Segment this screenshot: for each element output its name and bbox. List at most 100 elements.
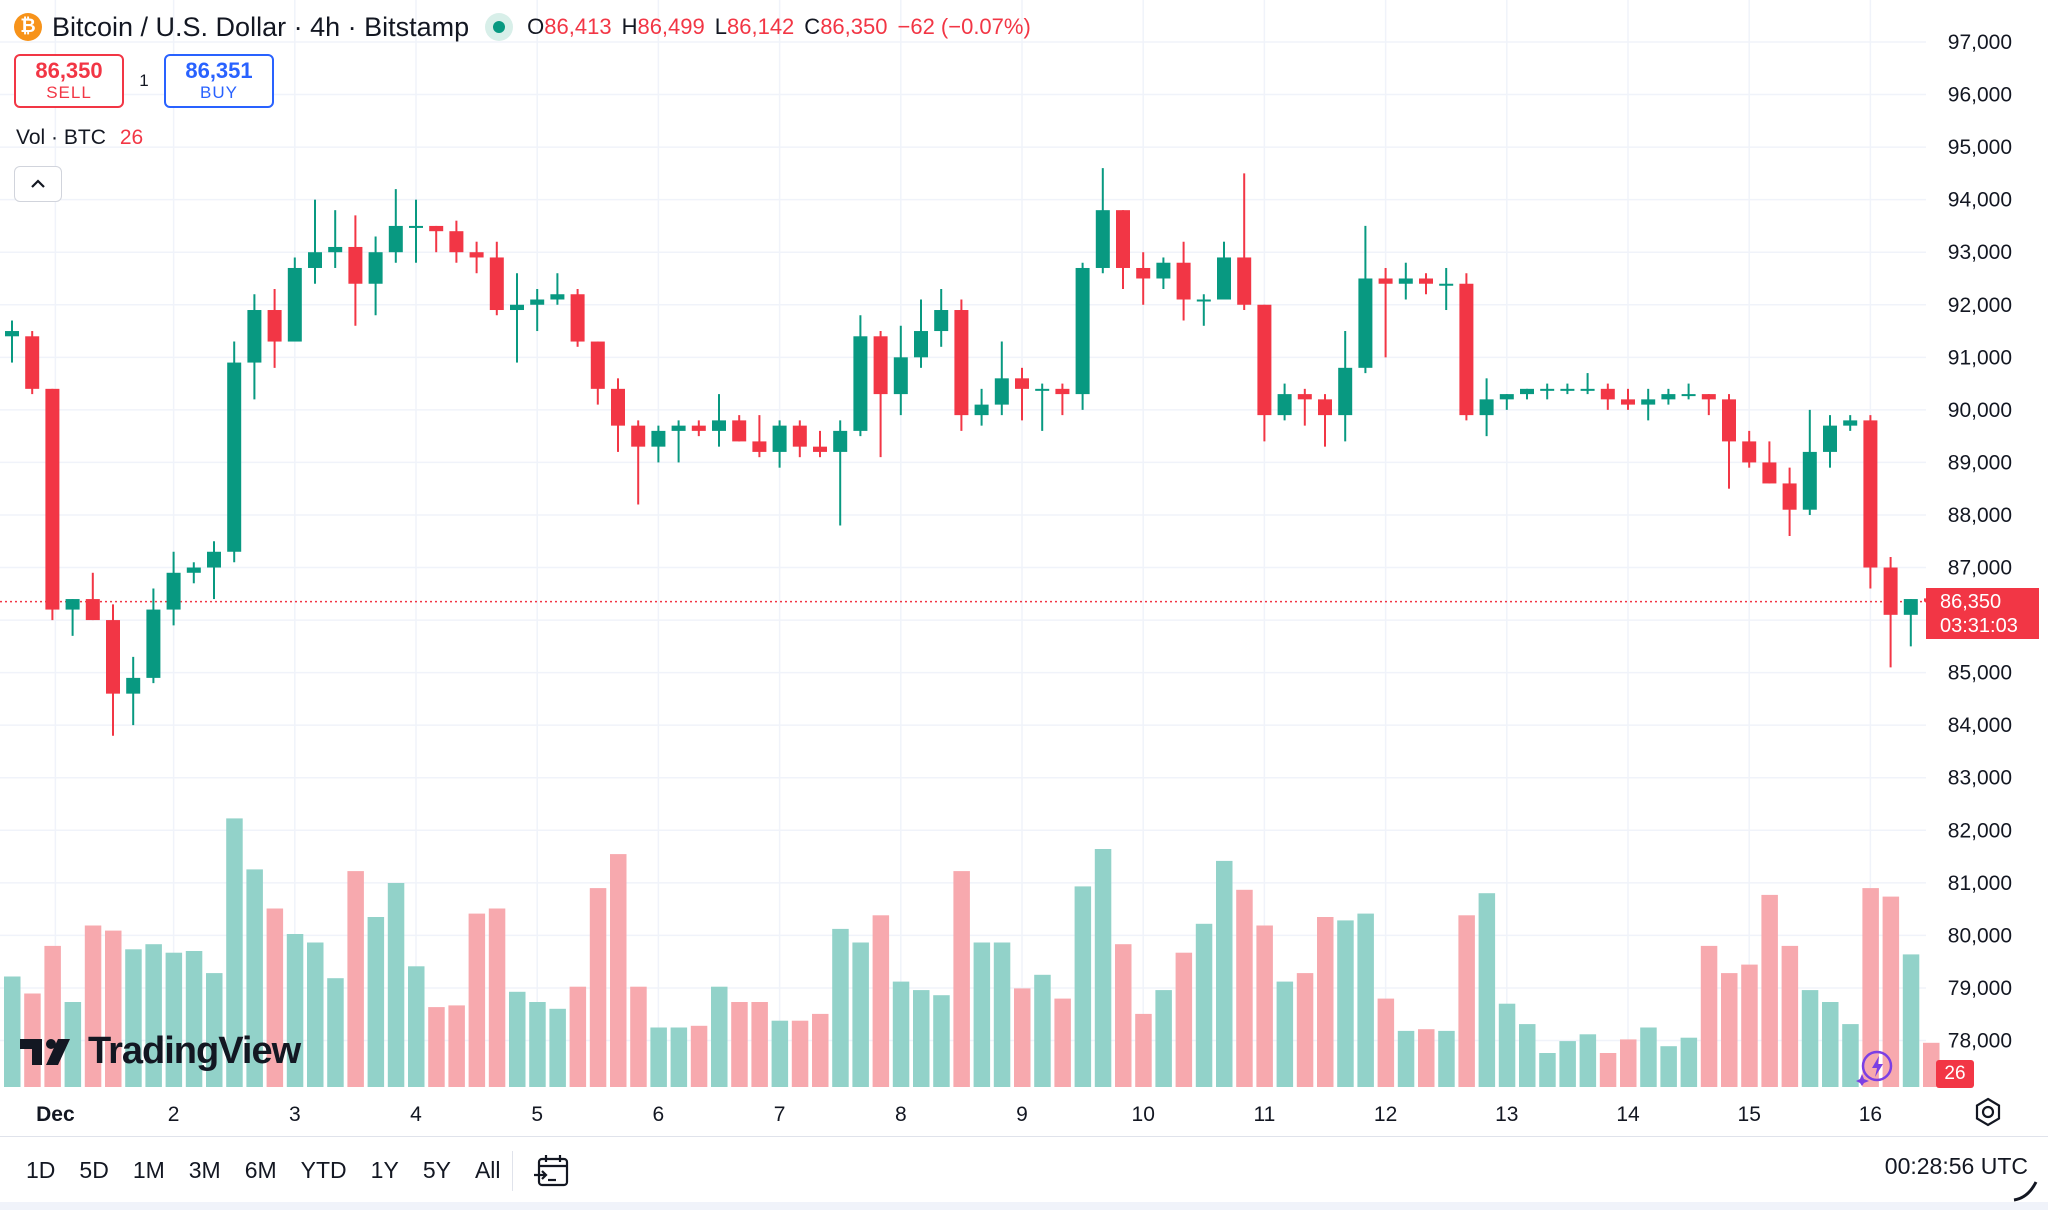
volume-bar [1539,1053,1556,1087]
time-tick-label: 3 [289,1103,301,1126]
go-to-date-calendar-icon[interactable] [534,1151,574,1191]
volume-bar [650,1027,667,1087]
candle-body [227,362,242,552]
volume-bar [286,934,304,1087]
volume-bar [771,1020,789,1087]
candle-body [368,252,383,284]
time-tick-label: 10 [1132,1103,1155,1126]
candle-body [833,430,848,452]
candle-body [994,378,1009,405]
volume-legend[interactable]: Vol · BTC 26 [16,126,143,150]
volume-bar [4,976,21,1087]
volume-bar [1377,998,1395,1087]
volume-bar [367,917,385,1087]
tradingview-logo[interactable]: TradingView [20,1030,301,1073]
price-chart[interactable]: 97,000 96,000 95,000 94,000 93,000 92,000 91,0… [0,0,2048,1136]
volume-bar [1418,1029,1435,1087]
quantity-value[interactable]: 1 [139,71,149,90]
candle-body [85,599,100,621]
volume-bar [327,978,344,1087]
volume-bar [1317,917,1334,1087]
volume-bar [509,991,526,1087]
range-button-5y[interactable]: 5Y [422,1157,451,1183]
collapse-legend-button[interactable] [14,166,62,202]
sparkle-lightning-icon[interactable] [1856,1048,1894,1086]
candle-body [1297,394,1312,400]
volume-bar [1842,1024,1859,1087]
candle-body [1318,399,1332,416]
range-button-6m[interactable]: 6M [244,1157,277,1183]
candle-body [1237,257,1252,305]
price-tick-label: 82,000 [1948,819,2012,842]
range-button-1d[interactable]: 1D [26,1157,56,1183]
settings-gear-icon[interactable] [1972,1096,2004,1128]
candle-body [1035,388,1050,391]
resize-handle-icon[interactable] [2010,1172,2040,1202]
candle-body [954,310,969,416]
volume-bar [246,869,263,1087]
range-button-5d[interactable]: 5D [79,1157,109,1183]
candle-body [651,430,666,447]
volume-bar [206,973,223,1087]
time-tick-label: 7 [774,1103,786,1126]
range-button-ytd[interactable]: YTD [300,1157,347,1183]
volume-bar [1135,1013,1152,1087]
candle-body [1701,394,1716,400]
candle-body [510,304,524,311]
candle-body [1722,399,1736,442]
volume-bar [1579,1034,1597,1087]
volume-bar [1458,915,1475,1087]
candle-body [914,331,928,358]
sell-button[interactable]: 86,350 SELL [14,54,124,108]
price-tick-label: 92,000 [1948,294,2012,317]
candle-body [328,246,343,253]
volume-bar [125,949,142,1087]
market-status-icon[interactable] [485,13,514,41]
range-button-3m[interactable]: 3M [188,1157,221,1183]
volume-bar [1094,849,1112,1087]
candle-body [45,388,60,610]
candle-body [1015,378,1029,389]
time-tick-label: 8 [895,1103,907,1126]
candle-body [388,225,403,253]
volume-legend-value: 26 [119,126,144,149]
volume-bar [1276,981,1294,1087]
utc-clock[interactable]: 00:28:56 UTC [1884,1153,2028,1179]
volume-bar [872,915,890,1087]
range-button-1y[interactable]: 1Y [370,1157,399,1183]
volume-bar [1761,894,1778,1087]
chart-header: ₿ Bitcoin / U.S. Dollar · 4h · Bitstamp … [14,10,1031,44]
candle-body [429,225,444,232]
volume-bar [64,1002,82,1087]
time-tick-label: 5 [531,1103,543,1126]
candle-body [247,310,262,363]
candle-body [934,310,949,332]
volume-bar [791,1020,809,1087]
close-value: 86,350 [820,14,888,39]
candle-body [1358,278,1373,368]
volume-bar [1640,1027,1657,1087]
range-buttons: 1D 5D 1M 3M 6M YTD 1Y 5Y All [14,1153,513,1187]
range-button-all[interactable]: All [474,1157,501,1183]
volume-bar [1074,886,1092,1087]
candle-body [1560,388,1575,391]
candle-body [146,609,161,678]
candle-body [1580,388,1595,391]
time-tick-label: 16 [1859,1103,1882,1126]
volume-bar [1115,944,1132,1087]
volume-bar [266,908,284,1087]
close-label: C [804,14,821,39]
symbol-title[interactable]: Bitcoin / U.S. Dollar · 4h · Bitstamp [52,11,470,42]
volume-bar [1034,974,1051,1087]
bottom-toolbar: 1D 5D 1M 3M 6M YTD 1Y 5Y All 00:28:56 UTC [0,1136,2048,1203]
range-button-1m[interactable]: 1M [132,1157,165,1183]
buy-button[interactable]: 86,351 BUY [164,54,274,108]
time-axis: Dec 2 3 4 5 6 7 8 9 10 11 12 13 14 15 16 [36,1103,1882,1126]
volume-bar [1296,973,1314,1087]
candle-body [207,551,221,568]
volume-bar [953,871,970,1087]
candle-body [1116,210,1130,268]
candle-body [1823,425,1837,452]
candle-body [25,336,40,389]
volume-bar [1478,893,1496,1087]
